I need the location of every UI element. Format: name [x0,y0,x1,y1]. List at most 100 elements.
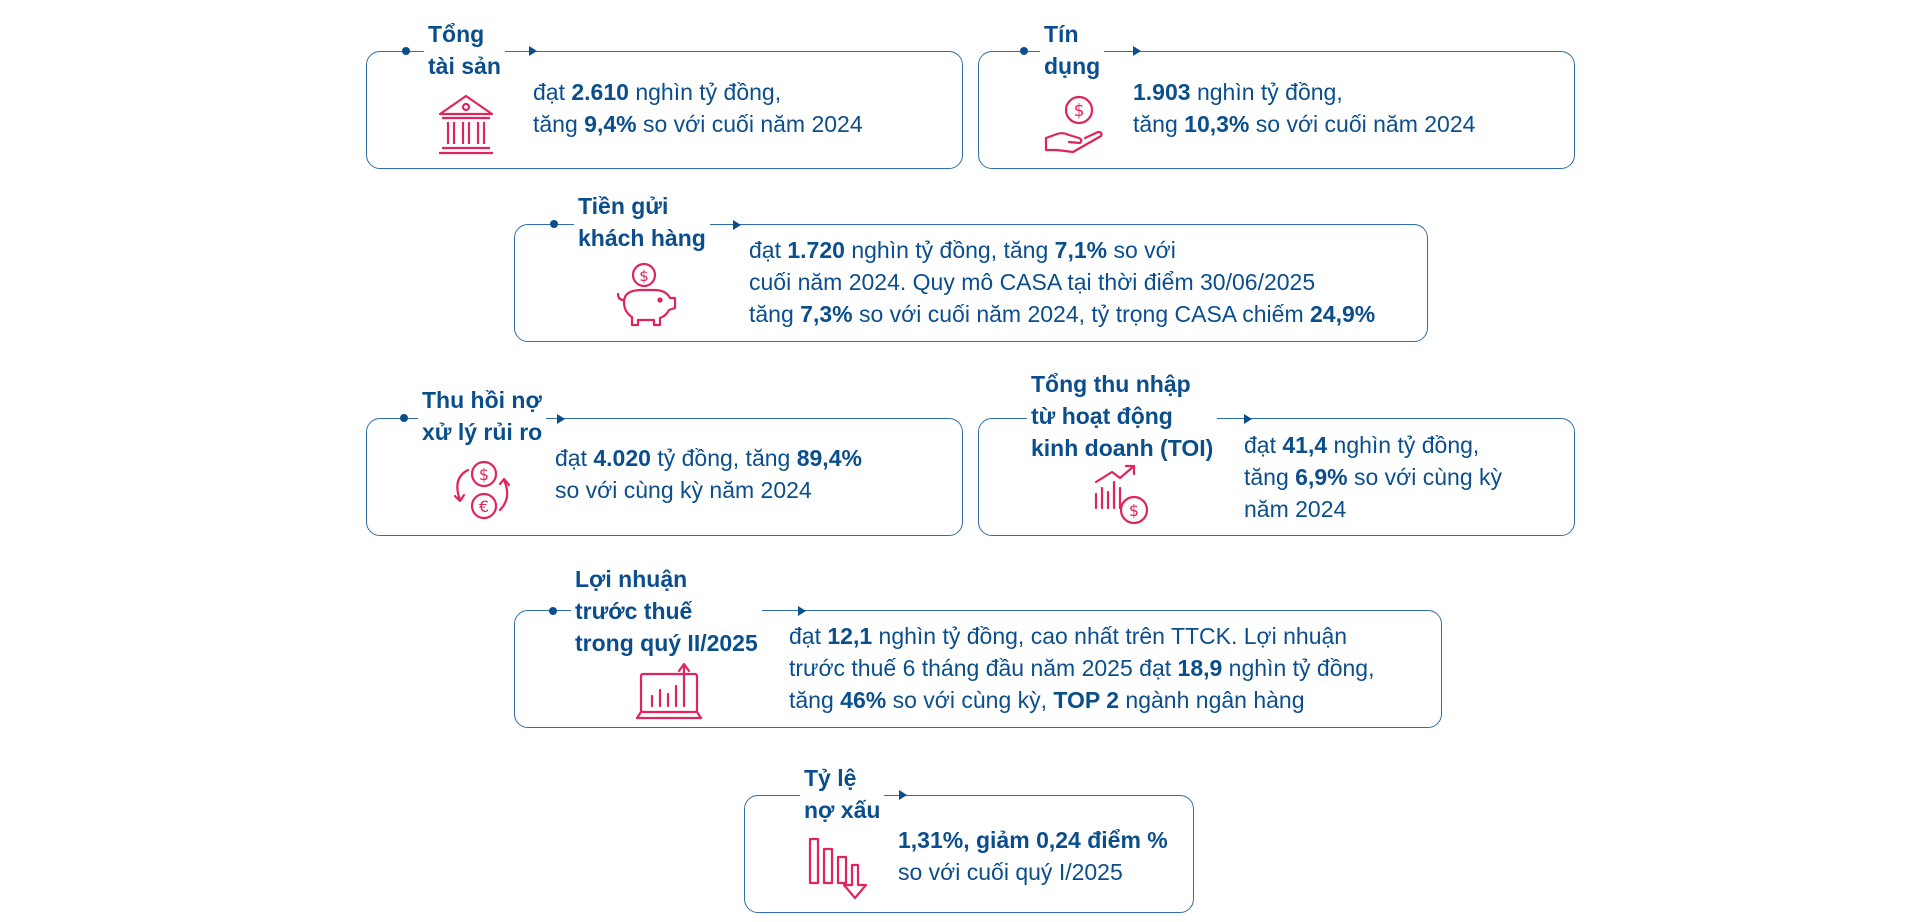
svg-text:$: $ [1074,101,1085,121]
highlight-value: 41,4 [1282,432,1328,458]
highlight-value: 6,9% [1295,464,1348,490]
description-text: tăng [533,111,585,137]
description-line: 1.903 nghìn tỷ đồng, [1133,76,1475,108]
description-line: tăng 10,3% so với cuối năm 2024 [1133,108,1475,140]
description-text: so với [1107,237,1176,263]
card-title: Thu hồi nợ xử lý rủi ro [418,384,547,448]
title-dot [550,220,558,228]
svg-text:$: $ [1129,501,1139,520]
title-dot [549,607,557,615]
hand-coin-icon: $ [1043,94,1105,156]
growth-chart-coin-icon: $ [1090,464,1156,530]
title-dot [1020,47,1028,55]
svg-text:$: $ [479,465,489,484]
highlight-value: 7,1% [1054,237,1108,263]
description-line: trước thuế 6 tháng đầu năm 2025 đạt 18,9… [789,652,1374,684]
highlight-value: 1.903 [1133,79,1191,105]
description-text: nghìn tỷ đồng, cao nhất trên TTCK. Lợi n… [872,623,1348,649]
description-line: đạt 1.720 nghìn tỷ đồng, tăng 7,1% so vớ… [749,234,1375,266]
bank-icon [436,92,496,156]
card-deposits [514,224,1428,342]
card-title: Lợi nhuận trước thuế trong quý II/2025 [571,563,762,659]
description-text: so với cùng kỳ, [886,687,1054,713]
declining-chart-icon [806,835,872,901]
highlight-value: TOP 2 [1053,687,1120,713]
description-text: nghìn tỷ đồng, [1222,655,1375,681]
highlight-value: 12,1 [827,623,873,649]
highlight-value: 18,9 [1177,655,1223,681]
description-text: tăng [749,301,801,327]
highlight-value: 24,9% [1310,301,1376,327]
description-line: so với cuối quý I/2025 [898,856,1168,888]
description-text: tăng [1133,111,1185,137]
card-description: đạt 41,4 nghìn tỷ đồng, tăng 6,9% so với … [1244,429,1502,525]
card-title: Tổng tài sản [424,18,505,82]
description-line: đạt 41,4 nghìn tỷ đồng, [1244,429,1502,461]
description-line: tăng 46% so với cùng kỳ, TOP 2 ngành ngâ… [789,684,1374,716]
svg-text:$: $ [639,267,649,285]
description-text: so với cuối năm 2024, tỷ trọng CASA chiế… [852,301,1310,327]
highlight-value: 1.720 [787,237,845,263]
card-description: 1.903 nghìn tỷ đồng, tăng 10,3% so với cu… [1133,76,1475,140]
piggy-bank-icon: $ [614,262,678,328]
description-text: đạt [1244,432,1283,458]
description-text: tăng [789,687,841,713]
card-title: Tín dụng [1040,18,1105,82]
description-line: đạt 12,1 nghìn tỷ đồng, cao nhất trên TT… [789,620,1374,652]
description-text: so với cuối năm 2024 [1249,111,1476,137]
highlight-value: 7,3% [800,301,853,327]
description-line: năm 2024 [1244,493,1502,525]
description-line: đạt 4.020 tỷ đồng, tăng 89,4% [555,442,862,474]
description-text: đạt [789,623,828,649]
description-text: nghìn tỷ đồng, [1327,432,1480,458]
description-text: đạt [533,79,572,105]
desc-arrow [529,46,537,56]
desc-arrow [733,220,741,230]
desc-arrow [1244,414,1252,424]
card-title: Tổng thu nhập từ hoạt động kinh doanh (T… [1027,368,1218,464]
highlight-value: 4.020 [593,445,651,471]
description-line: cuối năm 2024. Quy mô CASA tại thời điểm… [749,266,1375,298]
svg-text:€: € [479,497,489,516]
card-title: Tỷ lệ nợ xấu [800,762,885,826]
description-text: năm 2024 [1244,496,1347,522]
highlight-value: 2.610 [571,79,629,105]
description-text: so với cuối năm 2024 [636,111,863,137]
highlight-value: 1,31%, giảm 0,24 điểm % [898,827,1168,853]
description-text: tỷ đồng, tăng [650,445,797,471]
description-line: đạt 2.610 nghìn tỷ đồng, [533,76,863,108]
highlight-value: 9,4% [584,111,637,137]
description-line: tăng 6,9% so với cùng kỳ [1244,461,1502,493]
description-text: nghìn tỷ đồng, tăng [844,237,1055,263]
description-text: trước thuế 6 tháng đầu năm 2025 đạt [789,655,1178,681]
description-text: đạt [749,237,788,263]
title-dot [400,414,408,422]
card-description: đạt 12,1 nghìn tỷ đồng, cao nhất trên TT… [789,620,1374,716]
desc-arrow [1133,46,1141,56]
description-text: nghìn tỷ đồng, [628,79,782,105]
desc-arrow [899,790,907,800]
description-text: cuối năm 2024. Quy mô CASA tại thời điểm… [749,269,1316,295]
description-text: so với cùng kỳ [1347,464,1503,490]
description-text: đạt [555,445,594,471]
description-text: nghìn tỷ đồng, [1190,79,1343,105]
currency-exchange-icon: $ € [446,458,516,524]
description-line: tăng 9,4% so với cuối năm 2024 [533,108,863,140]
desc-arrow [557,414,565,424]
title-dot [402,47,410,55]
desc-arrow [798,606,806,616]
description-text: tăng [1244,464,1296,490]
description-line: tăng 7,3% so với cuối năm 2024, tỷ trọng… [749,298,1375,330]
card-title: Tiền gửi khách hàng [574,190,710,254]
card-description: 1,31%, giảm 0,24 điểm % so với cuối quý I… [898,824,1168,888]
highlight-value: 46% [840,687,887,713]
highlight-value: 89,4% [796,445,862,471]
card-description: đạt 1.720 nghìn tỷ đồng, tăng 7,1% so vớ… [749,234,1375,330]
card-description: đạt 4.020 tỷ đồng, tăng 89,4% so với cùng… [555,442,862,506]
description-line: so với cùng kỳ năm 2024 [555,474,862,506]
description-text: so với cùng kỳ năm 2024 [555,477,812,503]
card-description: đạt 2.610 nghìn tỷ đồng, tăng 9,4% so với… [533,76,863,140]
highlight-value: 10,3% [1184,111,1250,137]
description-text: so với cuối quý I/2025 [898,859,1123,885]
laptop-chart-icon [636,660,702,722]
